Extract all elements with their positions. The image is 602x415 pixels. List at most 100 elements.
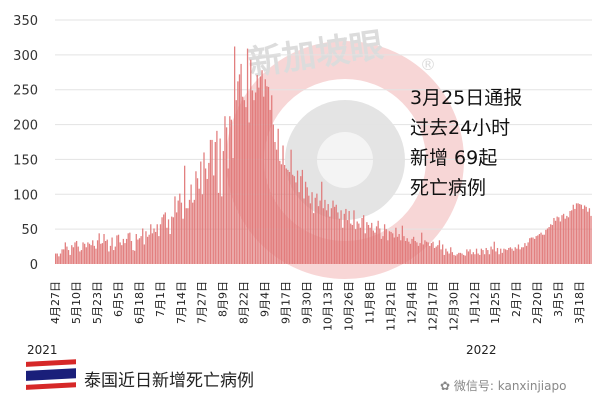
- bar: [371, 222, 373, 264]
- bar: [556, 216, 558, 264]
- bar: [298, 192, 300, 264]
- x-tick-label: 8月9日: [217, 281, 230, 317]
- bar: [464, 255, 466, 264]
- bar: [279, 160, 281, 264]
- bar: [387, 240, 389, 264]
- bar: [114, 246, 116, 264]
- bar: [193, 199, 195, 264]
- bar: [308, 195, 310, 264]
- chart-caption: 泰国近日新增死亡病例: [84, 371, 254, 391]
- bar: [313, 213, 315, 264]
- bar: [537, 235, 539, 264]
- bar: [516, 248, 518, 264]
- bar: [490, 246, 492, 264]
- bar: [71, 245, 73, 264]
- bar: [337, 212, 339, 264]
- bar: [316, 193, 318, 264]
- bar: [456, 254, 458, 264]
- bar: [292, 174, 294, 264]
- bar: [232, 158, 234, 264]
- bar: [85, 247, 87, 264]
- bar: [287, 169, 289, 264]
- bar: [511, 248, 513, 264]
- x-tick-label: 11月8日: [364, 281, 377, 324]
- bar: [353, 210, 355, 264]
- bar: [414, 240, 416, 264]
- bar: [222, 151, 224, 264]
- bar: [117, 234, 120, 264]
- bar: [437, 245, 439, 264]
- bar: [137, 239, 139, 264]
- bar: [514, 247, 516, 264]
- x-tick-label: 5月10日: [70, 281, 83, 324]
- bar: [440, 249, 442, 264]
- bar: [335, 204, 337, 264]
- bar: [445, 248, 447, 264]
- bar: [390, 231, 392, 264]
- bar: [159, 224, 162, 264]
- bar: [100, 243, 102, 264]
- bar: [109, 245, 112, 264]
- bar: [122, 238, 125, 264]
- x-tick-label: 2月20日: [531, 281, 544, 324]
- bar: [519, 249, 521, 264]
- bar: [138, 238, 141, 264]
- bar: [533, 238, 536, 264]
- bar: [234, 46, 236, 264]
- bar: [59, 253, 62, 264]
- x-tick-label: 9月4日: [259, 281, 272, 317]
- bar: [482, 250, 484, 264]
- bar: [164, 212, 166, 264]
- x-tick-label: 7月14日: [175, 281, 188, 324]
- bar: [548, 227, 550, 264]
- bar: [277, 128, 279, 264]
- bar: [540, 232, 542, 264]
- bar: [443, 254, 445, 264]
- bar: [535, 236, 537, 264]
- bar: [461, 253, 463, 264]
- bar: [333, 206, 336, 264]
- bar: [401, 225, 403, 264]
- bar: [146, 236, 149, 264]
- bar: [134, 250, 136, 264]
- bar: [574, 208, 576, 264]
- x-tick-label: 12月4日: [405, 281, 418, 324]
- bar: [564, 218, 566, 264]
- bar: [296, 170, 299, 264]
- bar: [145, 231, 147, 264]
- bar: [116, 235, 118, 264]
- bar: [214, 142, 216, 264]
- bar: [508, 247, 510, 264]
- bar: [351, 224, 354, 264]
- bar: [521, 247, 523, 264]
- bar: [393, 237, 395, 264]
- bar: [419, 243, 421, 264]
- bar: [406, 238, 408, 264]
- bar: [195, 171, 197, 264]
- bar: [237, 81, 239, 264]
- bar: [282, 145, 284, 264]
- x-tick-label: 12月30日: [447, 281, 460, 331]
- bar: [319, 200, 321, 264]
- bar: [309, 203, 312, 264]
- bar: [150, 224, 152, 264]
- bar: [254, 92, 257, 264]
- bar: [561, 215, 563, 264]
- bar: [67, 250, 70, 264]
- bar: [161, 217, 163, 264]
- bar: [477, 253, 479, 264]
- bar: [404, 240, 407, 264]
- bar: [590, 215, 592, 264]
- bar: [156, 224, 158, 264]
- bar: [180, 202, 183, 264]
- bar: [545, 229, 547, 264]
- bar: [546, 228, 549, 264]
- bar: [132, 250, 134, 264]
- bar: [88, 243, 91, 264]
- x-tick-label: 2月7日: [510, 281, 523, 317]
- bar: [301, 169, 304, 264]
- bar: [553, 217, 555, 264]
- y-tick-label: 350: [13, 14, 38, 29]
- bar: [242, 96, 244, 264]
